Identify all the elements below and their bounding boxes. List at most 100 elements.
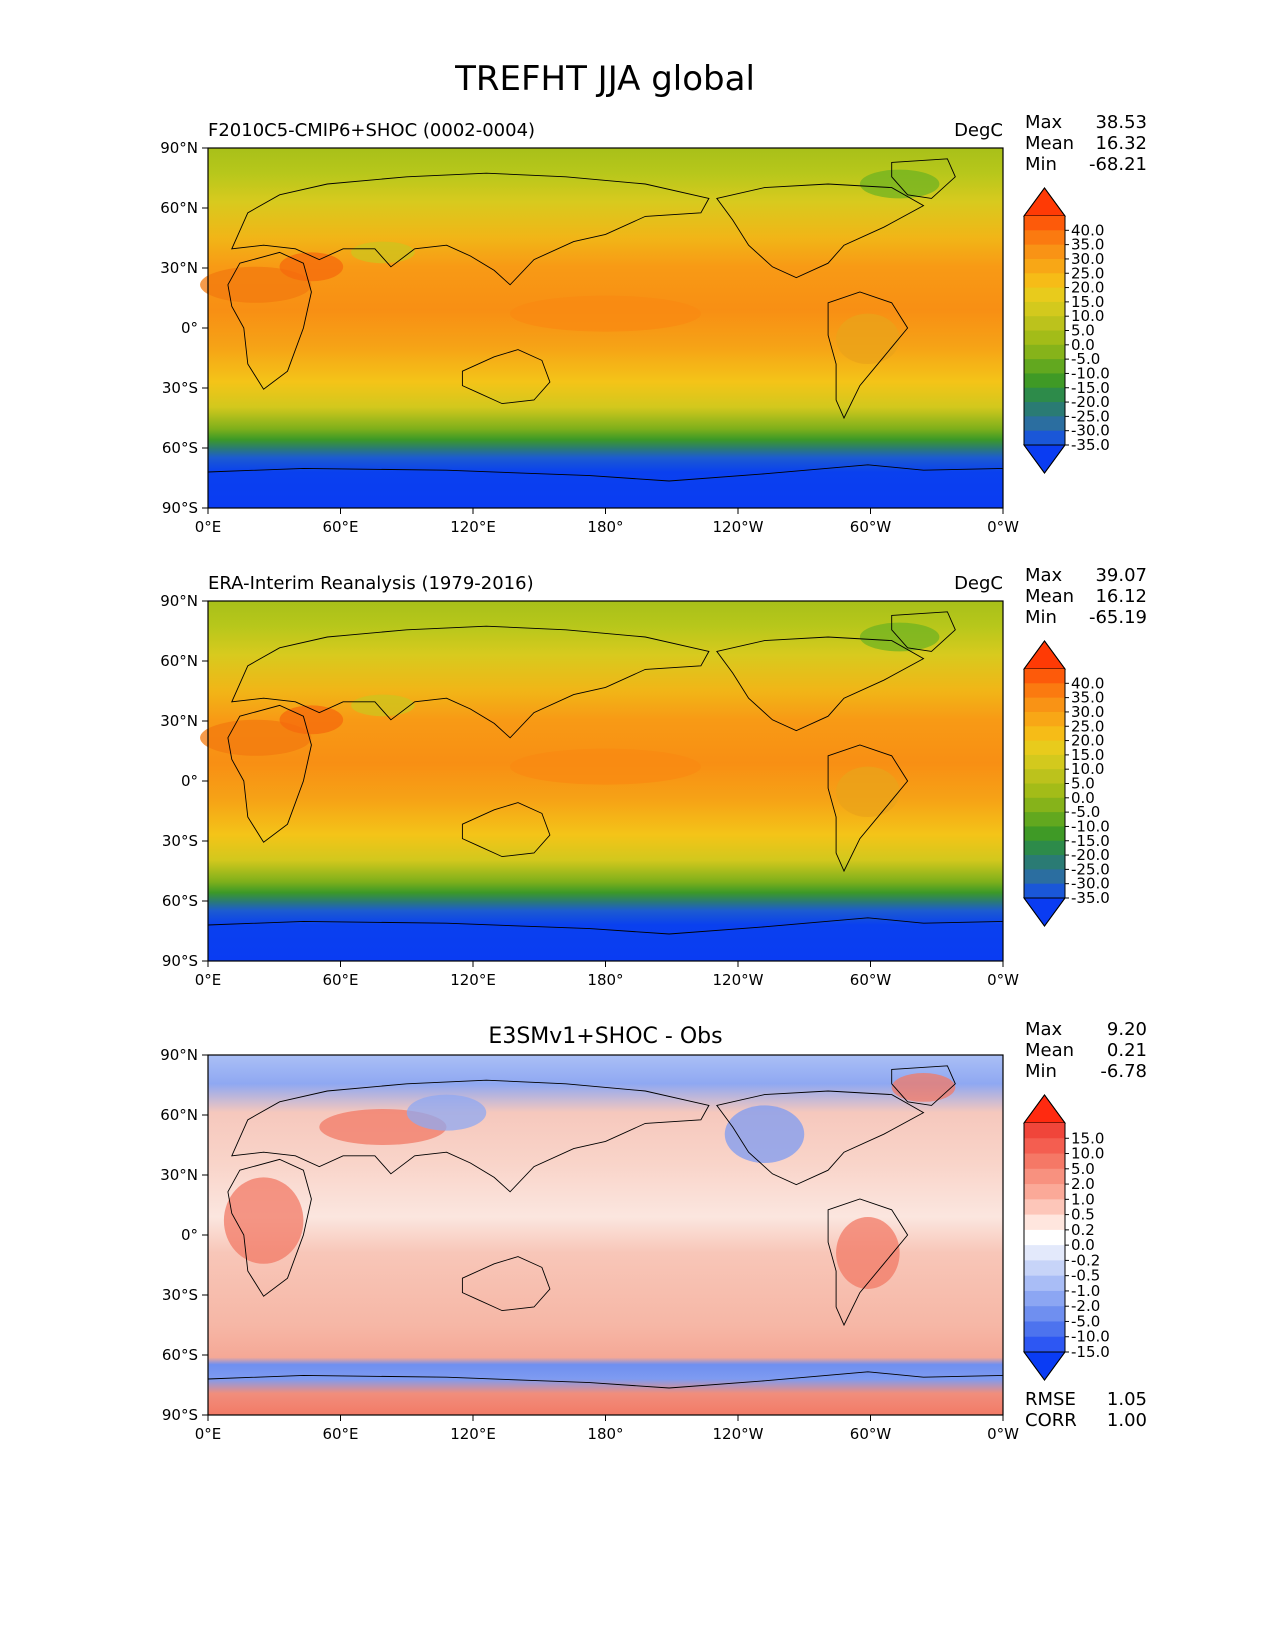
y-tick-label: 0°: [181, 772, 198, 790]
coastline-north-america: [716, 636, 925, 732]
panel-2: 90°N 60°N 30°N 0° 30°S 60°S 90°S0°E 60°E 120°E 18…: [160, 565, 1147, 989]
colorbar-tick-label: 15.0: [1071, 746, 1104, 764]
colorbar-tick-label: -5.0: [1071, 1312, 1100, 1330]
field-anomaly: [859, 622, 940, 652]
colorbar-segment: [1024, 840, 1065, 856]
colorbar-segment: [1024, 402, 1065, 417]
stat-value-mean: 16.32: [1095, 133, 1147, 154]
coastline-australia: [461, 349, 551, 405]
coastline-eurasia: [231, 625, 710, 739]
colorbar-tick-label: 0.0: [1071, 336, 1095, 354]
colorbar-segment: [1024, 1260, 1065, 1277]
panel-title: E3SMv1+SHOC - Obs: [488, 1024, 722, 1049]
colorbar-tick-label: 25.0: [1071, 717, 1104, 735]
field-anomaly: [351, 694, 415, 717]
x-tick-label: 120°E: [450, 971, 496, 989]
coastline-antarctica: [207, 917, 1004, 935]
stat-label-max: Max: [1025, 565, 1063, 586]
colorbar-segment: [1024, 669, 1065, 684]
colorbar-tick-label: 25.0: [1071, 264, 1104, 282]
x-tick-label: 120°W: [713, 1425, 764, 1443]
y-tick-label: 60°N: [160, 652, 198, 670]
colorbar-tick-label: -20.0: [1071, 393, 1110, 411]
colorbar-segment: [1024, 1275, 1065, 1292]
colorbar-tick-label: 40.0: [1071, 674, 1104, 692]
x-tick-label: 60°W: [850, 971, 892, 989]
colorbar-segment: [1024, 1229, 1065, 1246]
colorbar-segment: [1024, 711, 1065, 727]
coastline-south-america: [827, 291, 909, 420]
colorbar-tick-label: 20.0: [1071, 279, 1104, 297]
coastline-north-america: [716, 183, 925, 279]
y-tick-label: 60°S: [162, 439, 198, 457]
stat-value-min: -6.78: [1100, 1061, 1147, 1082]
coastline-greenland: [891, 1065, 956, 1106]
field-anomaly: [859, 169, 940, 199]
colorbar-tick-label: -25.0: [1071, 860, 1110, 878]
stat-value-max: 38.53: [1095, 112, 1147, 133]
colorbar-tick-label: -15.0: [1071, 832, 1110, 850]
stat-value-rmse: 1.05: [1107, 1389, 1147, 1410]
y-tick-label: 30°N: [160, 1166, 198, 1184]
colorbar-segment: [1024, 387, 1065, 403]
coastline-antarctica: [207, 1371, 1004, 1389]
colorbar-tick-label: -1.0: [1071, 1282, 1100, 1300]
colorbar-extend-max: [1023, 640, 1066, 670]
colorbar-segment: [1024, 244, 1065, 260]
colorbar-segment: [1024, 726, 1065, 742]
y-tick-label: 90°N: [160, 1046, 198, 1064]
coastline-africa: [227, 704, 312, 843]
colorbar-tick-label: 10.0: [1071, 760, 1104, 778]
x-tick-label: 120°W: [713, 971, 764, 989]
y-tick-label: 0°: [181, 319, 198, 337]
colorbar-tick-label: -15.0: [1071, 1343, 1110, 1361]
coastline-eurasia: [231, 1079, 710, 1193]
y-tick-label: 90°N: [160, 139, 198, 157]
stat-label-mean: Mean: [1025, 586, 1074, 607]
colorbar-segment: [1024, 683, 1065, 699]
colorbar-tick-label: 0.5: [1071, 1206, 1095, 1224]
x-tick-label: 0°E: [195, 518, 222, 536]
field-anomaly: [200, 719, 312, 756]
colorbar-extend-max: [1023, 187, 1066, 217]
colorbar-tick-label: -30.0: [1071, 875, 1110, 893]
coastline-south-america: [827, 744, 909, 873]
stat-value-max: 39.07: [1095, 565, 1147, 586]
colorbar-segment: [1024, 869, 1065, 885]
colorbar-segment: [1024, 373, 1065, 389]
colorbar-tick-label: -30.0: [1071, 422, 1110, 440]
colorbar-segment: [1024, 1153, 1065, 1170]
x-tick-label: 180°: [587, 518, 623, 536]
colorbar-tick-label: -35.0: [1071, 889, 1110, 907]
colorbar-extend-max: [1023, 1094, 1066, 1124]
colorbar-tick-label: -5.0: [1071, 350, 1100, 368]
y-tick-label: 30°S: [162, 1286, 198, 1304]
colorbar-tick-label: -25.0: [1071, 407, 1110, 425]
field-anomaly: [891, 1073, 956, 1102]
colorbar-tick-label: 5.0: [1071, 322, 1095, 340]
coastline-eurasia: [231, 172, 710, 286]
colorbar-segment: [1024, 258, 1065, 274]
colorbar-tick-label: 10.0: [1071, 1145, 1104, 1163]
x-tick-label: 180°: [587, 971, 623, 989]
colorbar-tick-label: 35.0: [1071, 689, 1104, 707]
colorbar-segment: [1024, 1336, 1065, 1353]
colorbar-segment: [1024, 769, 1065, 784]
y-tick-label: 30°N: [160, 712, 198, 730]
colorbar-tick-label: -5.0: [1071, 803, 1100, 821]
y-tick-label: 30°S: [162, 379, 198, 397]
stat-value-min: -68.21: [1089, 154, 1147, 175]
colorbar-extend-min: [1023, 1351, 1066, 1381]
colorbar-tick-label: 1.0: [1071, 1190, 1095, 1208]
y-tick-label: 60°N: [160, 199, 198, 217]
colorbar-segment: [1024, 1214, 1065, 1231]
y-tick-label: 30°N: [160, 259, 198, 277]
colorbar-segment: [1024, 1199, 1065, 1216]
colorbar-tick-label: 15.0: [1071, 1129, 1104, 1147]
colorbar-tick-label: -20.0: [1071, 846, 1110, 864]
panel-units: DegC: [954, 120, 1003, 141]
stat-value-max: 9.20: [1107, 1019, 1147, 1040]
panel-units: DegC: [954, 573, 1003, 594]
colorbar-tick-label: 20.0: [1071, 732, 1104, 750]
stat-label-mean: Mean: [1025, 133, 1074, 154]
